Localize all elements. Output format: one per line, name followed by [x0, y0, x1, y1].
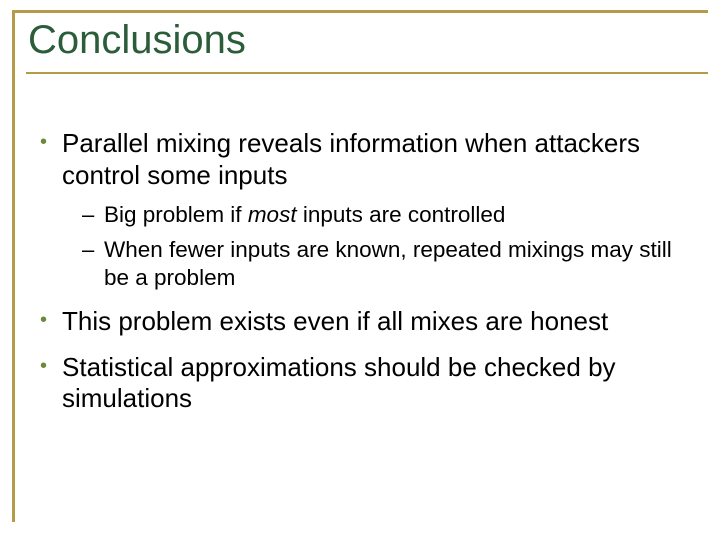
title-underline: [26, 72, 708, 74]
sub-bullet-text-pre: Big problem if: [104, 202, 248, 227]
sub-bullet-text-post: inputs are controlled: [297, 202, 506, 227]
sub-bullet-item: Big problem if most inputs are controlle…: [62, 201, 680, 229]
bullet-item: This problem exists even if all mixes ar…: [40, 306, 680, 338]
slide-body: Parallel mixing reveals information when…: [40, 128, 680, 429]
bullet-text: This problem exists even if all mixes ar…: [62, 306, 608, 336]
sub-bullet-list: Big problem if most inputs are controlle…: [62, 201, 680, 291]
slide-title: Conclusions: [28, 18, 690, 63]
bullet-text: Statistical approximations should be che…: [62, 352, 616, 414]
accent-bar-top: [12, 10, 708, 13]
sub-bullet-text-em: most: [248, 202, 297, 227]
bullet-list: Parallel mixing reveals information when…: [40, 128, 680, 415]
sub-bullet-text-pre: When fewer inputs are known, repeated mi…: [104, 237, 672, 290]
bullet-text: Parallel mixing reveals information when…: [62, 128, 640, 190]
bullet-item: Parallel mixing reveals information when…: [40, 128, 680, 292]
slide: Conclusions Parallel mixing reveals info…: [0, 0, 720, 540]
bullet-item: Statistical approximations should be che…: [40, 352, 680, 415]
title-container: Conclusions: [28, 18, 690, 63]
sub-bullet-item: When fewer inputs are known, repeated mi…: [62, 236, 680, 292]
accent-bar-left: [12, 10, 15, 522]
